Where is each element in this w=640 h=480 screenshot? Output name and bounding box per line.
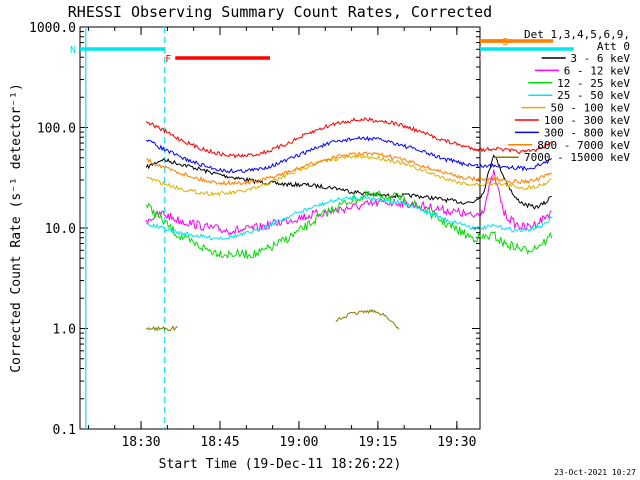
x-tick-label: 19:15: [358, 435, 397, 450]
series-line: [146, 325, 178, 332]
chart-title: RHESSI Observing Summary Count Rates, Co…: [68, 3, 492, 21]
series-line: [335, 308, 400, 330]
legend-header: Det 1,3,4,5,6,9,: [524, 28, 630, 41]
series-line: [146, 153, 552, 197]
series-line: [145, 135, 552, 174]
series-line: [146, 195, 552, 241]
series-line: [145, 117, 552, 159]
y-axis-label: Corrected Count Rate (s⁻¹ detector⁻¹): [9, 83, 24, 373]
y-tick-label: 10.0: [45, 222, 76, 237]
y-tick-label: 100.0: [37, 122, 76, 137]
x-axis-label: Start Time (19-Dec-11 18:26:22): [159, 457, 402, 472]
footer-date: 23-Oct-2021 10:27: [554, 468, 636, 477]
series-line: [145, 189, 553, 260]
series-line: [145, 154, 552, 210]
x-tick-label: 19:30: [437, 435, 476, 450]
x-tick-label: 18:30: [121, 435, 160, 450]
y-tick-label: 1000.0: [29, 21, 76, 36]
plot-area: 0.1 1.0 10.0 100.0 1000.0 18:30 18:45 19:00 19:1…: [29, 21, 574, 450]
legend-entry: 50 - 100 keV: [551, 102, 631, 115]
x-tick-label: 19:00: [279, 435, 318, 450]
y-tick-label: 1.0: [53, 323, 76, 338]
y-tick-label: 0.1: [53, 423, 76, 438]
flag-label: F: [165, 54, 171, 65]
series-line: [146, 151, 552, 186]
legend-entry: 7000 - 15000 keV: [524, 151, 630, 164]
legend-entry: 6 - 12 keV: [564, 64, 631, 77]
series-line: [145, 169, 552, 236]
legend-entry: 300 - 800 keV: [544, 126, 630, 139]
legend-entry: 3 - 6 keV: [570, 52, 630, 65]
legend-entry: 25 - 50 keV: [557, 89, 630, 102]
plot-frame: [79, 26, 481, 430]
legend-header: Att 0: [597, 40, 630, 53]
flag-label: N: [70, 45, 76, 56]
x-tick-label: 18:45: [200, 435, 239, 450]
legend-entry: 12 - 25 keV: [557, 77, 630, 90]
legend-entry: 800 - 7000 keV: [537, 139, 630, 152]
legend-entry: 100 - 300 keV: [544, 114, 630, 127]
